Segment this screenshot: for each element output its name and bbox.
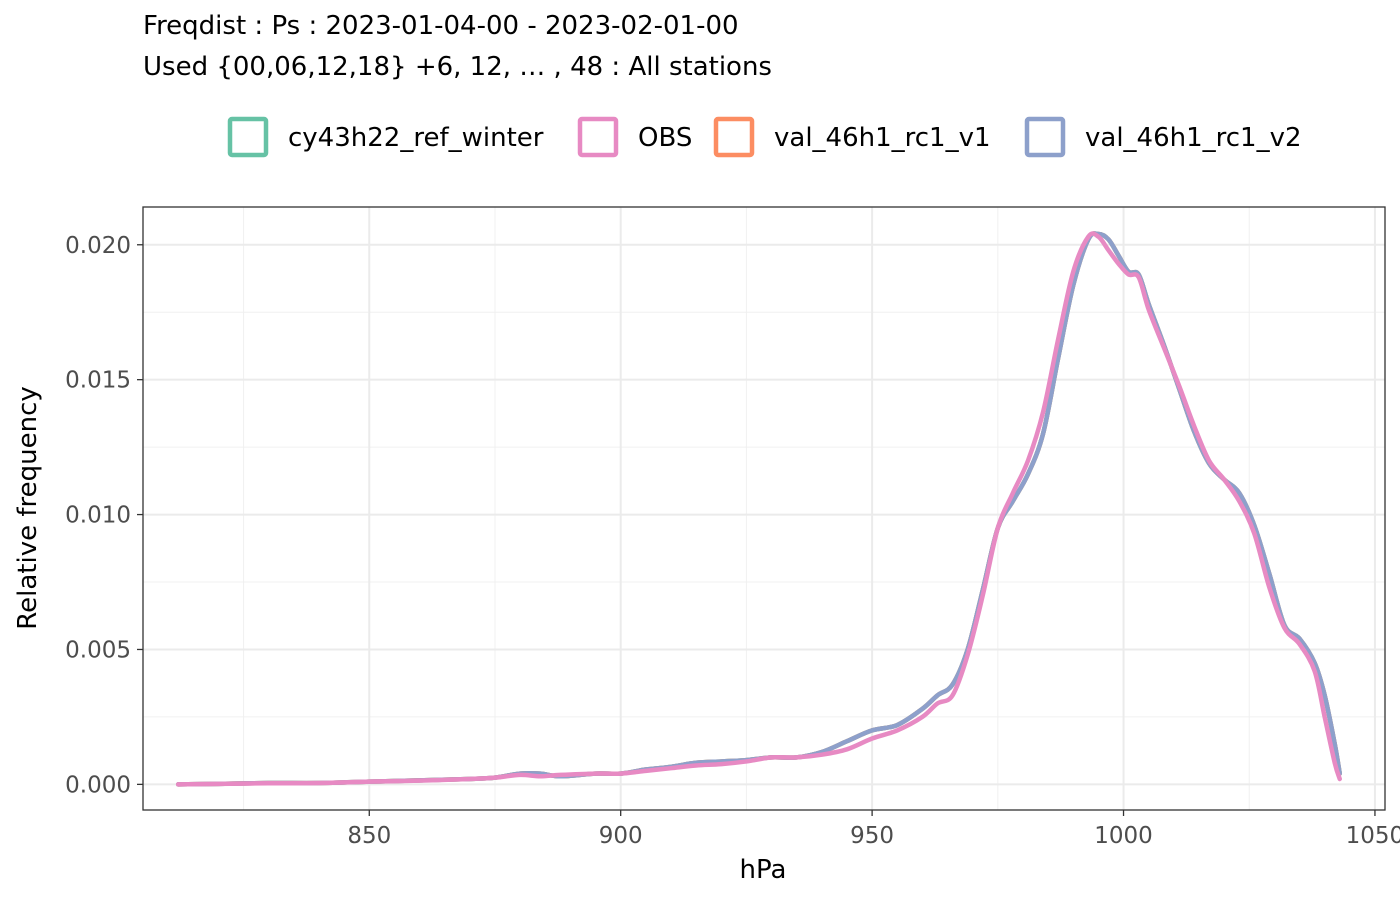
series-lines [175,231,1342,787]
y-tick-label: 0.010 [65,503,131,529]
legend-key-obs [577,116,619,158]
y-axis-title: Relative frequency [13,386,43,630]
chart-title: Freqdist : Ps : 2023-01-04-00 - 2023-02-… [143,11,739,41]
legend-label-cy43h22-ref-winter: cy43h22_ref_winter [288,123,544,153]
plot-border [142,206,1386,811]
chart-subtitle: Used {00,06,12,18} +6, 12, … , 48 : All … [143,52,772,82]
major-gridlines [143,207,1385,810]
x-tick-label: 1050 [1346,823,1400,849]
x-axis: 850 900 950 1000 1050 [347,810,1400,849]
plot-area [142,206,1386,811]
legend: cy43h22_ref_winter OBS val_46h1_rc1_v1 val_… [227,116,1302,158]
x-tick-label: 1000 [1094,823,1153,849]
y-tick-label: 0.020 [65,233,131,259]
y-axis: 0.000 0.005 0.010 0.015 0.020 [65,233,143,798]
legend-key-val-46h1-rc1-v1 [713,116,755,158]
y-tick-label: 0.015 [65,368,131,394]
x-axis-title: hPa [740,855,787,885]
x-tick-label: 850 [347,823,391,849]
legend-label-obs: OBS [638,123,692,153]
y-tick-label: 0.000 [65,772,131,798]
legend-key-val-46h1-rc1-v2 [1024,116,1066,158]
legend-label-val-46h1-rc1-v1: val_46h1_rc1_v1 [774,123,991,153]
y-tick-label: 0.005 [65,637,131,663]
series-line-obs [175,231,1342,787]
x-tick-label: 950 [850,823,894,849]
x-tick-label: 900 [599,823,643,849]
legend-label-val-46h1-rc1-v2: val_46h1_rc1_v2 [1085,123,1302,153]
legend-key-cy43h22-ref-winter [227,116,269,158]
plot-panel [143,207,1385,810]
